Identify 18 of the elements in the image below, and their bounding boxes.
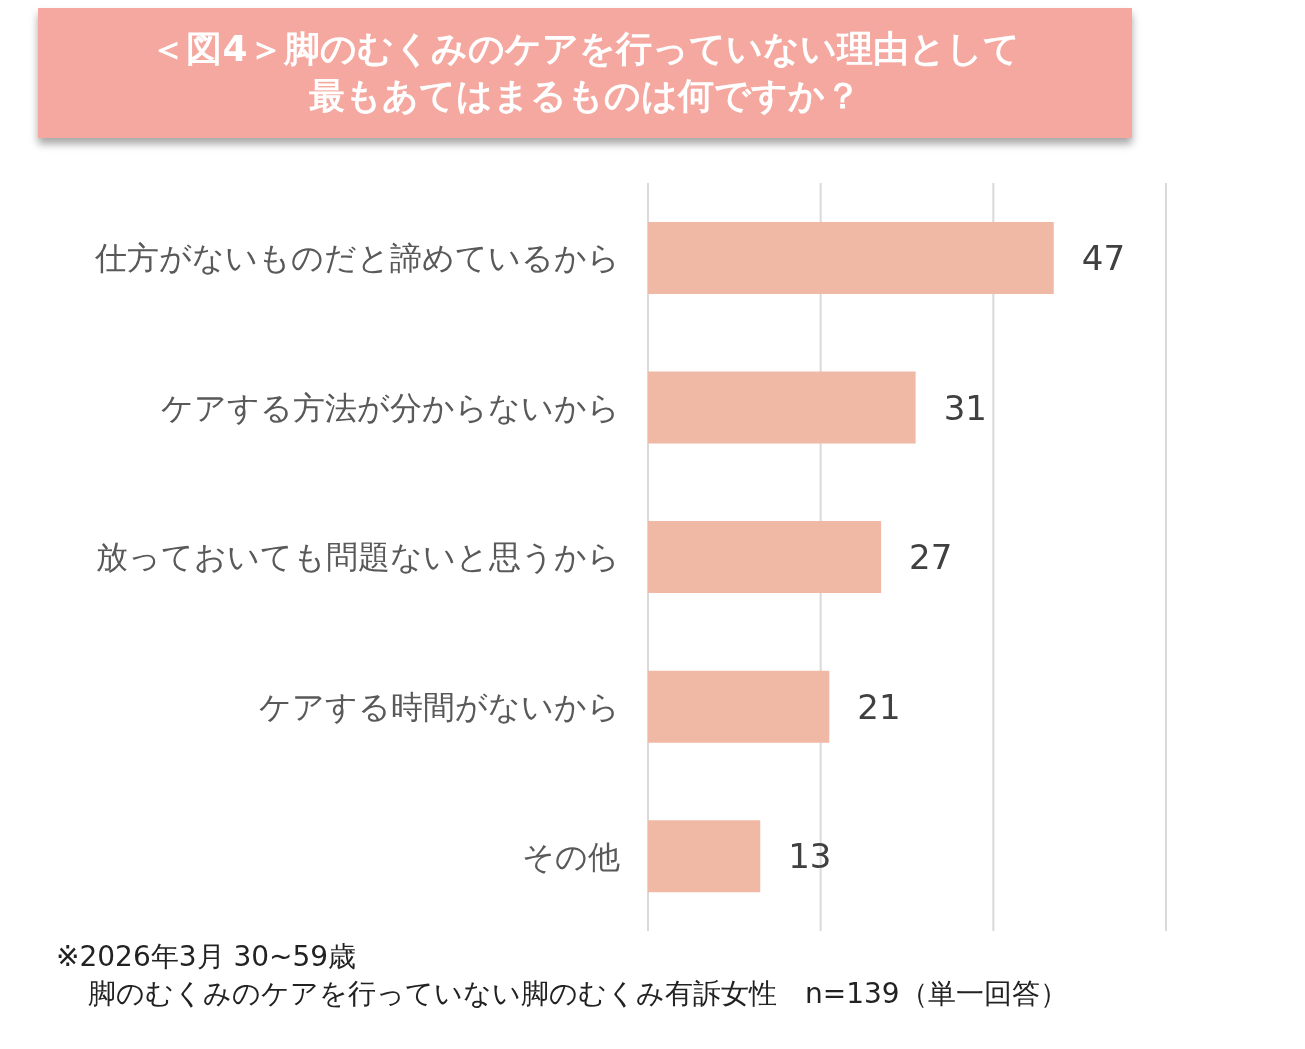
- data-label: 47: [1081, 237, 1126, 278]
- bar: [648, 371, 916, 444]
- data-label: 27: [909, 536, 953, 577]
- text: ※2026年3月 30~59歳: [56, 938, 358, 975]
- y-tick-label: 仕方がないものだと諦めているから: [94, 238, 620, 277]
- data-label: 21: [857, 686, 901, 727]
- data-label: 31: [943, 387, 987, 428]
- chart-title: ＜図4＞脚のむくみのケアを行っていない理由として最もあてはまるものは何ですか？: [149, 27, 1021, 118]
- bar: [648, 520, 882, 593]
- bar: [648, 819, 761, 892]
- data-label: 13: [788, 835, 832, 876]
- bar: [648, 221, 1054, 294]
- y-tick-label: ケアする時間がないから: [259, 687, 620, 726]
- bar: [648, 670, 830, 743]
- y-tick-label: 放っておいても問題ないと思うから: [96, 537, 620, 576]
- text: 脚のむくみのケアを行っていない脚のむくみ有訴女性 n=139（単一回答）: [87, 976, 1069, 1013]
- y-tick-label: その他: [522, 837, 620, 876]
- y-tick-label: ケアする方法が分からないから: [161, 388, 620, 427]
